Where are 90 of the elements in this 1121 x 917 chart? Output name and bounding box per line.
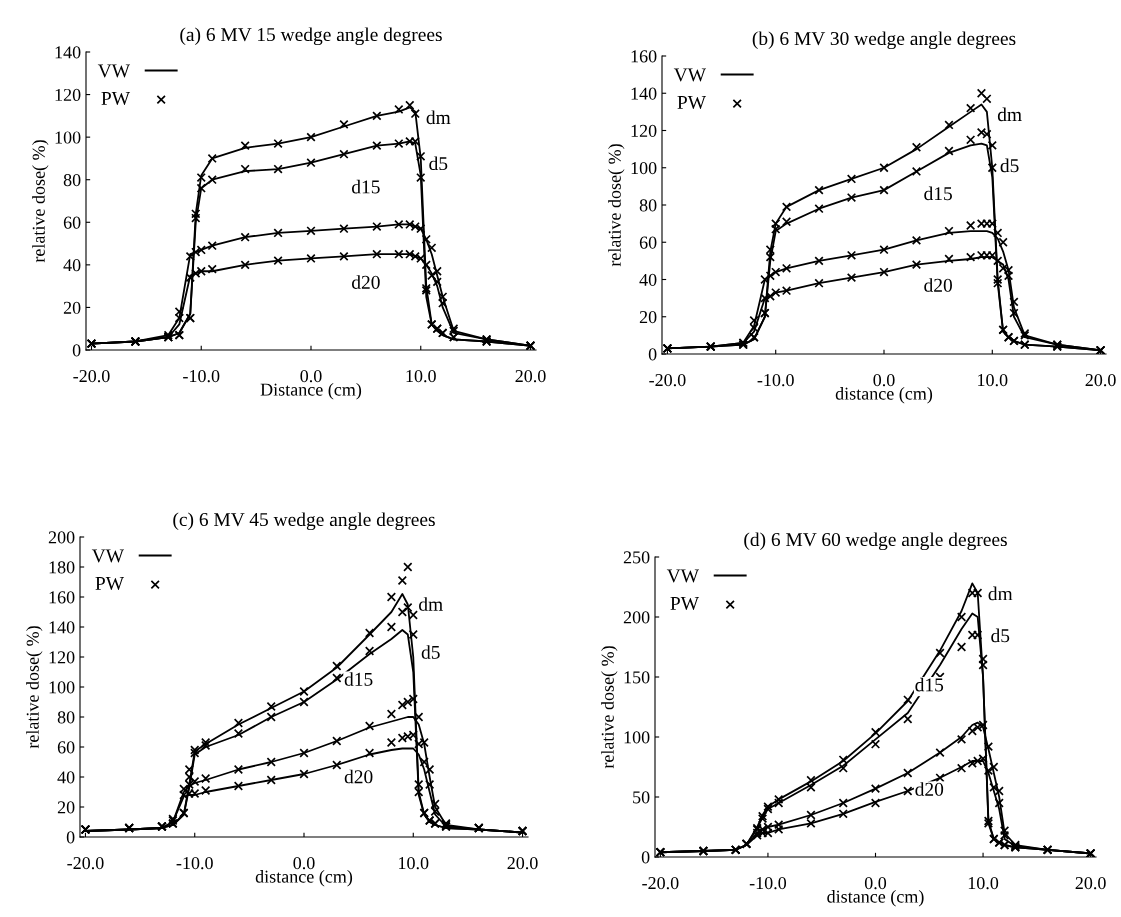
y-tick-label: 80 [57,711,75,724]
y-tick-label: 250 [623,551,650,564]
y-tick-label: 50 [633,791,650,804]
annotation: dm [997,107,1022,122]
y-axis-title: relative dose( %) [32,140,49,263]
annotation: d15 [352,179,380,194]
legend-label: PW [670,597,700,611]
x-tick-label: 20.0 [515,369,546,383]
y-tick-label: 20 [57,801,75,814]
annotation: d20 [915,782,944,796]
annotation: d20 [352,275,380,289]
y-tick-label: 20 [639,311,657,324]
legend-label: PW [101,92,131,106]
chart-title: (c) 6 MV 45 wedge angle degrees [173,512,435,531]
y-tick-label: 140 [55,46,81,59]
y-axis-title: relative dose( %) [26,626,43,749]
y-tick-label: 60 [63,216,81,229]
y-tick-label: 40 [57,771,75,784]
legend-label: VW [97,64,131,78]
y-tick-label: 60 [57,741,75,754]
legend-label: VW [91,549,125,563]
y-tick-label: 40 [639,273,657,286]
y-tick-label: 140 [631,87,657,100]
x-tick-label: -20.0 [642,876,679,890]
x-tick-label: 0.0 [300,369,322,383]
annotation: d20 [344,769,373,784]
x-tick-label: -20.0 [649,373,686,387]
y-tick-label: 80 [63,173,81,187]
x-tick-label: 0.0 [864,876,887,890]
x-tick-label: -10.0 [757,373,794,387]
x-tick-label: -10.0 [749,876,787,890]
y-tick-label: 160 [49,591,75,604]
x-tick-label: -10.0 [176,856,213,870]
x-axis-title: distance (cm) [835,387,933,404]
annotation: d5 [421,645,440,659]
annotation: d20 [924,278,952,292]
x-tick-label: 10.0 [968,876,999,890]
x-tick-label: 20.0 [1085,373,1116,387]
annotation: dm [988,586,1013,601]
y-axis-title: relative dose( %) [608,144,625,267]
y-tick-label: 40 [63,259,81,272]
annotation: d15 [344,672,373,686]
annotation: dm [426,110,451,125]
y-tick-label: 80 [639,199,657,212]
legend-label: PW [95,577,125,591]
annotation: d15 [915,677,944,692]
chart-title: (b) 6 MV 30 wedge angle degrees [752,31,1016,50]
x-tick-label: 20.0 [507,856,538,870]
y-tick-label: 120 [631,124,657,137]
y-tick-label: 100 [631,162,657,175]
y-tick-label: 0 [72,344,81,357]
y-tick-label: 120 [55,88,81,102]
annotation: d5 [429,156,448,171]
x-tick-label: 0.0 [873,373,895,387]
y-tick-label: 0 [641,851,650,864]
y-axis-title: relative dose( %) [601,646,618,769]
chart-title: (d) 6 MV 60 wedge angle degrees [744,532,1007,551]
x-tick-label: 10.0 [406,369,436,383]
y-tick-label: 100 [55,131,81,144]
y-tick-label: 200 [623,611,650,624]
y-tick-label: 60 [639,236,657,249]
legend-label: VW [673,68,707,82]
x-axis-title: Distance (cm) [260,383,362,400]
y-tick-label: 0 [648,348,657,361]
legend-label: PW [677,96,707,110]
y-tick-label: 100 [624,731,650,744]
y-tick-label: 180 [49,561,75,574]
y-tick-label: 120 [49,651,75,664]
x-tick-label: 0.0 [293,856,315,870]
x-tick-label: -20.0 [73,369,110,383]
x-axis-title: distance (cm) [827,890,924,907]
y-tick-label: 0 [66,831,75,844]
x-tick-label: 10.0 [399,856,429,870]
y-tick-label: 140 [49,621,75,634]
annotation: d5 [1000,158,1019,173]
y-tick-label: 200 [48,531,75,544]
annotation: d15 [924,186,952,201]
x-tick-label: -10.0 [183,369,220,383]
annotation: dm [419,597,443,611]
annotation: d5 [991,628,1010,643]
x-tick-label: 20.0 [1075,876,1106,890]
legend-label: VW [666,569,700,583]
chart-title: (a) 6 MV 15 wedge angle degrees [180,27,442,46]
y-tick-label: 100 [49,681,75,694]
x-tick-label: -20.0 [67,856,104,870]
y-tick-label: 20 [63,301,81,314]
x-axis-title: distance (cm) [255,870,353,887]
y-tick-label: 150 [624,671,650,684]
x-tick-label: 10.0 [978,373,1008,387]
y-tick-label: 160 [631,50,657,63]
